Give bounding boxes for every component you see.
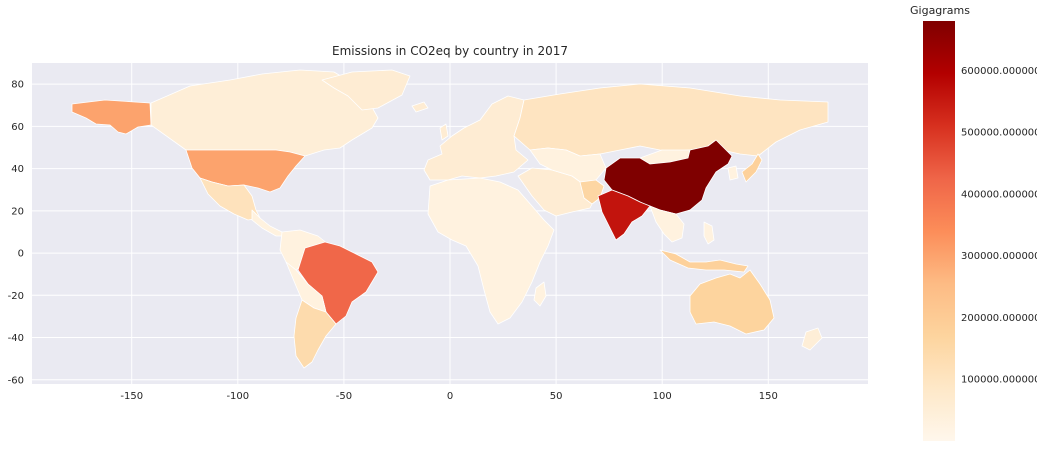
colorbar-tick-label: 300000.000000 bbox=[961, 251, 1037, 262]
country-korea bbox=[727, 165, 739, 181]
y-tick-label: -40 bbox=[8, 333, 24, 344]
country-australia bbox=[689, 269, 775, 335]
x-tick-label: 100 bbox=[653, 391, 672, 402]
y-tick-label: 60 bbox=[11, 122, 24, 133]
colorbar-title: Gigagrams bbox=[910, 4, 970, 17]
country-central-asia bbox=[529, 147, 607, 187]
country-philippines bbox=[703, 221, 715, 245]
colorbar-tick-label: 500000.000000 bbox=[961, 128, 1037, 139]
x-tick-label: -150 bbox=[120, 391, 143, 402]
y-tick-label: -60 bbox=[8, 375, 24, 386]
x-tick-label: 0 bbox=[447, 391, 453, 402]
y-tick-label: 0 bbox=[18, 249, 24, 260]
country-new-zealand bbox=[801, 327, 823, 351]
y-tick-label: -20 bbox=[8, 291, 24, 302]
colorbar: Gigagrams 100000.000000 200000.000000 3000… bbox=[910, 4, 1037, 441]
country-mongolia bbox=[639, 149, 691, 165]
country-india bbox=[597, 189, 651, 241]
country-japan bbox=[741, 153, 763, 183]
colorbar-tick-label: 600000.000000 bbox=[961, 66, 1037, 77]
country-uk bbox=[439, 123, 449, 141]
country-mexico bbox=[199, 177, 261, 221]
axis-ticks: -150 -100 -50 0 50 100 150 -60 -40 -20 0 20 40 60 80 bbox=[8, 80, 778, 402]
colorbar-tick-label: 100000.000000 bbox=[961, 375, 1037, 386]
country-iceland bbox=[411, 101, 429, 113]
x-tick-label: -100 bbox=[226, 391, 249, 402]
country-indonesia bbox=[659, 249, 749, 273]
x-tick-label: 50 bbox=[550, 391, 563, 402]
y-tick-label: 40 bbox=[11, 164, 24, 175]
map-title: Emissions in CO2eq by country in 2017 bbox=[332, 44, 568, 58]
y-tick-label: 20 bbox=[11, 206, 24, 217]
country-shapes bbox=[71, 69, 829, 369]
country-africa bbox=[427, 177, 555, 325]
colorbar-tick-label: 400000.000000 bbox=[961, 189, 1037, 200]
country-se-asia bbox=[649, 205, 685, 243]
country-argentina bbox=[293, 299, 337, 369]
country-madagascar bbox=[533, 281, 547, 307]
x-tick-label: 150 bbox=[759, 391, 778, 402]
y-tick-label: 80 bbox=[11, 80, 24, 91]
country-alaska bbox=[71, 99, 152, 135]
country-greenland bbox=[321, 69, 411, 111]
colorbar-gradient bbox=[923, 21, 955, 441]
x-tick-label: -50 bbox=[336, 391, 352, 402]
colorbar-tick-label: 200000.000000 bbox=[961, 313, 1037, 324]
colorbar-ticks: 100000.000000 200000.000000 300000.000000 4… bbox=[961, 66, 1037, 386]
